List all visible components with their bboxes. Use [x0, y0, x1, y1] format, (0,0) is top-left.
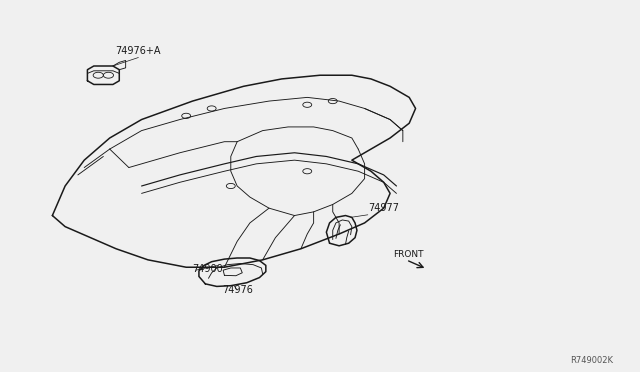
Text: 74900: 74900	[193, 264, 223, 274]
Text: 74976+A: 74976+A	[116, 46, 161, 56]
Text: 74976: 74976	[221, 285, 253, 295]
Text: 74977: 74977	[368, 203, 399, 213]
Text: FRONT: FRONT	[394, 250, 424, 259]
Text: R749002K: R749002K	[570, 356, 613, 365]
